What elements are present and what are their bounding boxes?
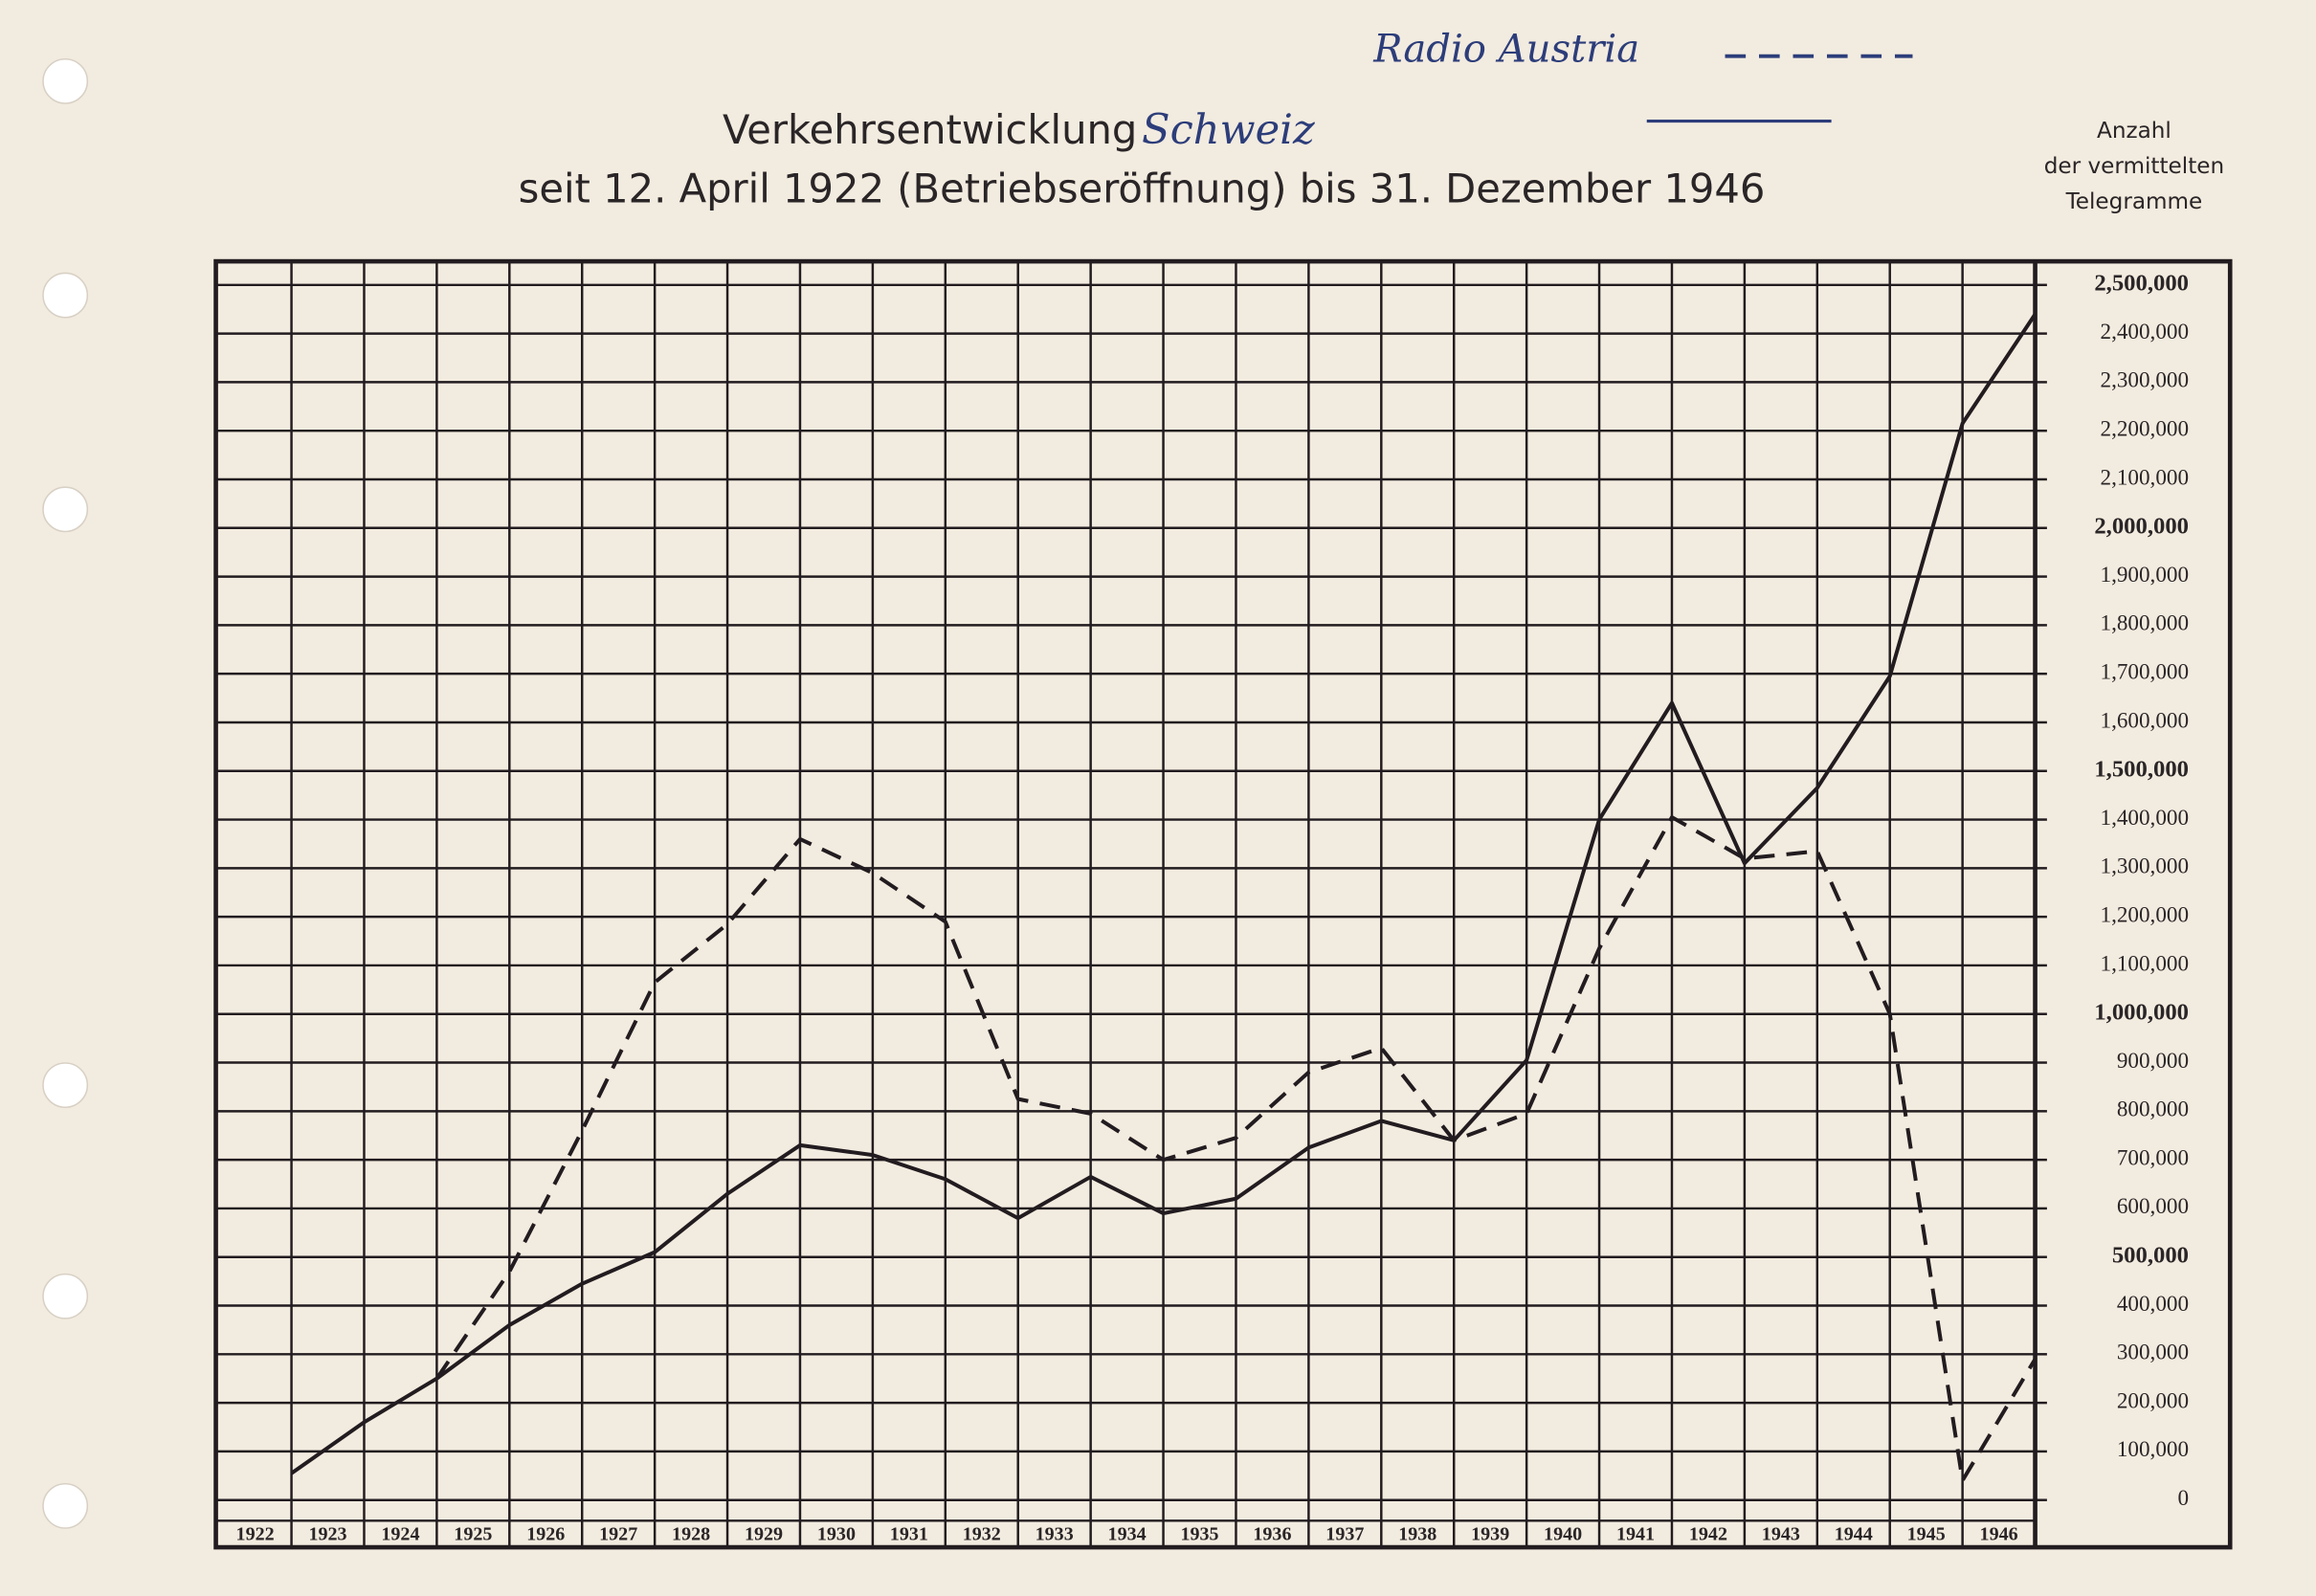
y-axis-title: der vermittelten [2044,154,2224,179]
x-tick-label: 1925 [454,1523,492,1544]
y-tick-label: 400,000 [2117,1292,2189,1317]
data-line [434,815,2038,1483]
x-tick-label: 1939 [1471,1523,1509,1544]
y-tick-label: 600,000 [2117,1194,2189,1219]
x-tick-label: 1924 [381,1523,419,1544]
y-tick-label: 2,300,000 [2101,368,2189,393]
y-tick-label: 300,000 [2117,1341,2189,1365]
y-axis-title: Anzahl [2097,119,2171,144]
x-tick-label: 1933 [1036,1523,1074,1544]
y-axis-title: Telegramme [2065,189,2203,214]
y-tick-label: 1,500,000 [2094,756,2189,782]
y-tick-label: 100,000 [2117,1437,2189,1462]
x-tick-label: 1946 [1980,1523,2018,1544]
y-tick-label: 1,200,000 [2101,902,2189,927]
x-tick-label: 1922 [236,1523,275,1544]
legend-label: Radio Austria [1372,28,1639,72]
plot-frame [213,258,2233,1550]
y-tick-label: 1,300,000 [2101,854,2189,879]
chart-title: Verkehrsentwicklung [723,106,1137,153]
y-tick-label: 2,200,000 [2101,417,2189,442]
x-tick-label: 1927 [599,1523,637,1544]
x-tick-label: 1930 [817,1523,856,1544]
x-tick-label: 1938 [1398,1523,1436,1544]
y-tick-label: 1,400,000 [2101,806,2189,831]
data-line [290,313,2038,1475]
chart-subtitle: seit 12. April 1922 (Betriebseröffnung) … [519,166,1766,212]
y-tick-label: 500,000 [2112,1242,2189,1268]
x-tick-label: 1926 [526,1523,565,1544]
x-tick-label: 1932 [963,1523,1001,1544]
y-tick-label: 1,000,000 [2094,999,2189,1025]
x-tick-label: 1945 [1907,1523,1946,1544]
y-tick-label: 0 [2177,1486,2189,1511]
x-tick-label: 1923 [308,1523,346,1544]
x-tick-label: 1944 [1835,1523,1873,1544]
legend-label: Schweiz [1142,106,1315,154]
y-tick-label: 800,000 [2117,1097,2189,1122]
x-tick-label: 1935 [1180,1523,1218,1544]
x-tick-label: 1943 [1762,1523,1800,1544]
y-tick-label: 700,000 [2117,1145,2189,1170]
y-tick-label: 1,800,000 [2101,611,2189,636]
punch-holes [42,57,89,1529]
y-tick-label: 2,100,000 [2101,465,2189,490]
y-tick-label: 900,000 [2117,1049,2189,1074]
x-tick-label: 1928 [672,1523,710,1544]
x-tick-label: 1940 [1544,1523,1582,1544]
y-tick-label: 1,700,000 [2101,659,2189,684]
y-tick-label: 1,600,000 [2101,708,2189,733]
x-tick-label: 1936 [1253,1523,1291,1544]
x-tick-label: 1931 [890,1523,928,1544]
y-tick-label: 1,100,000 [2101,951,2189,976]
y-tick-label: 1,900,000 [2101,563,2189,587]
y-tick-label: 2,500,000 [2094,270,2189,296]
x-tick-label: 1942 [1689,1523,1727,1544]
x-tick-label: 1934 [1108,1523,1147,1544]
y-tick-label: 200,000 [2117,1388,2189,1413]
y-tick-label: 2,400,000 [2101,320,2189,344]
x-tick-label: 1929 [745,1523,783,1544]
x-tick-label: 1941 [1616,1523,1655,1544]
x-tick-label: 1937 [1325,1523,1364,1544]
y-tick-label: 2,000,000 [2094,513,2189,539]
